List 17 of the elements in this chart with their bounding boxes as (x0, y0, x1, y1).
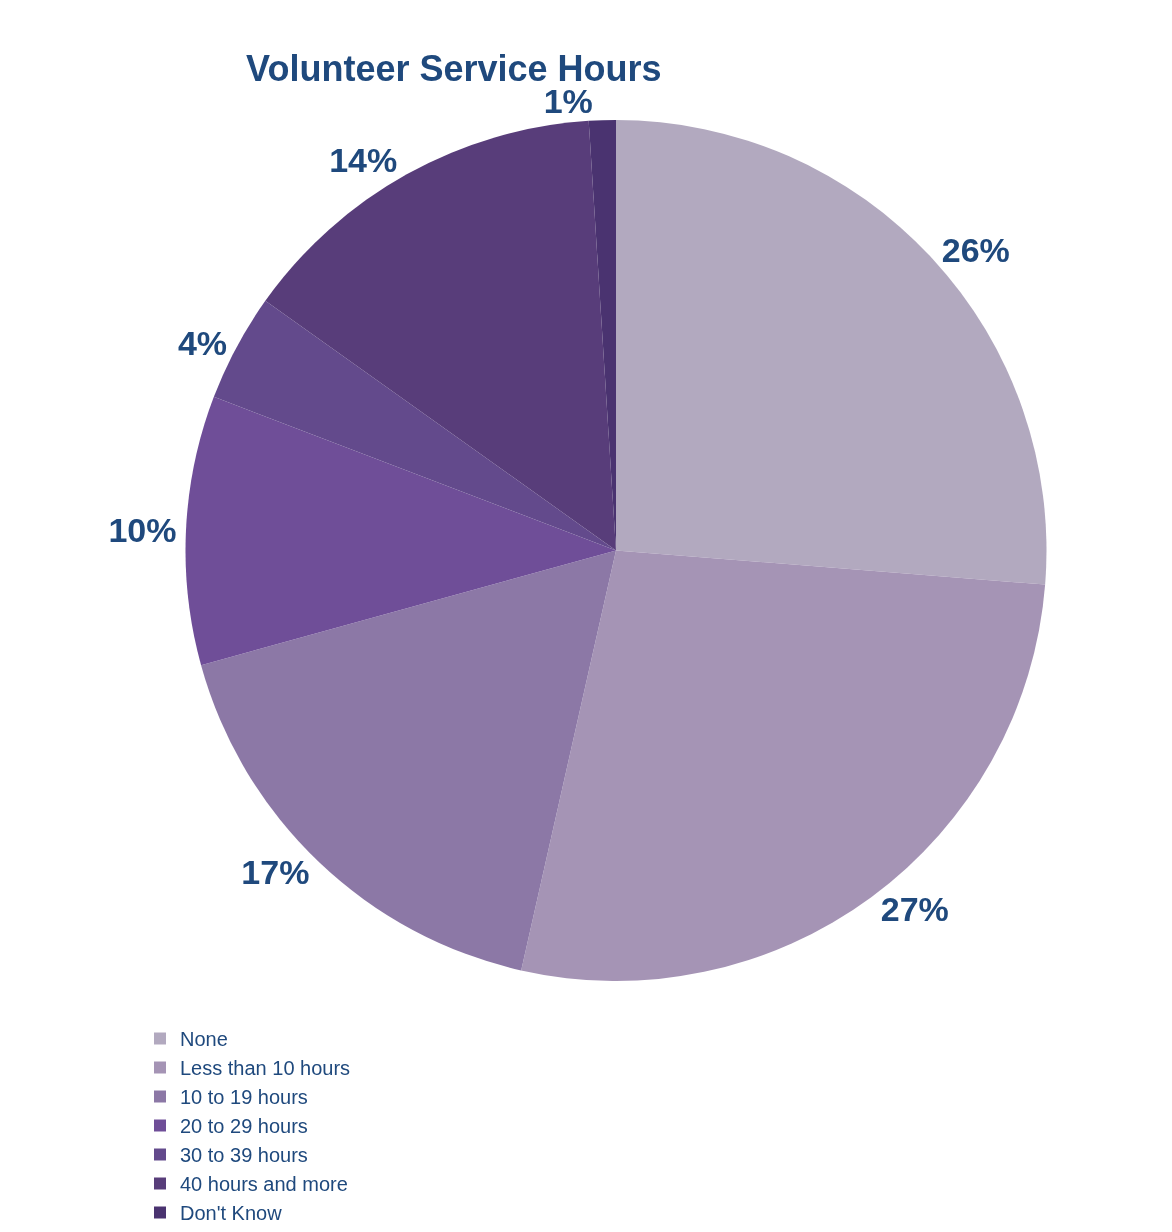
pie-slice (521, 550, 1046, 981)
data-label: 14% (329, 140, 398, 179)
pie-slice (616, 120, 1047, 585)
data-label: 10% (108, 510, 177, 549)
data-label: 27% (880, 890, 949, 929)
pie-slice (201, 550, 616, 971)
legend-label: 40 hours and more (179, 1173, 348, 1196)
data-label: 17% (241, 853, 310, 892)
legend-label: 10 to 19 hours (179, 1086, 308, 1109)
legend-label: Less than 10 hours (179, 1057, 351, 1080)
legend-label: 20 to 29 hours (179, 1115, 308, 1138)
legend-label: None (179, 1028, 228, 1051)
legend-label: 30 to 39 hours (179, 1144, 308, 1167)
data-label: 4% (177, 323, 228, 362)
data-label: 26% (941, 230, 1010, 269)
pie-slice (265, 120, 616, 551)
legend-label: Don't Know (179, 1202, 283, 1225)
